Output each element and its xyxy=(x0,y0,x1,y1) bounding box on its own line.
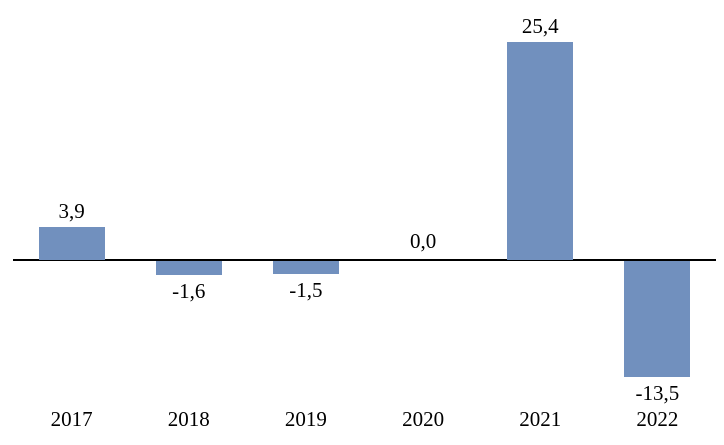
x-tick-2022: 2022 xyxy=(636,407,679,431)
bar-2021 xyxy=(507,42,574,260)
value-label-2017: 3,9 xyxy=(58,198,85,223)
bar-2019 xyxy=(272,261,339,274)
x-tick-2018: 2018 xyxy=(167,407,210,431)
x-axis-line xyxy=(13,259,716,261)
value-label-2021: 25,4 xyxy=(521,14,559,39)
x-tick-2020: 2020 xyxy=(402,407,445,431)
bar-2017 xyxy=(38,226,105,260)
value-label-2020: 0,0 xyxy=(409,229,437,253)
value-label-2018: -1,6 xyxy=(172,278,206,303)
value-label-2022: -13,5 xyxy=(635,380,680,405)
x-tick-2021: 2021 xyxy=(519,407,562,431)
value-label-2019: -1,5 xyxy=(289,277,323,302)
bar-2022 xyxy=(624,261,691,377)
x-tick-2019: 2019 xyxy=(284,407,327,431)
x-tick-2017: 2017 xyxy=(50,407,93,431)
bar-2018 xyxy=(155,261,222,275)
